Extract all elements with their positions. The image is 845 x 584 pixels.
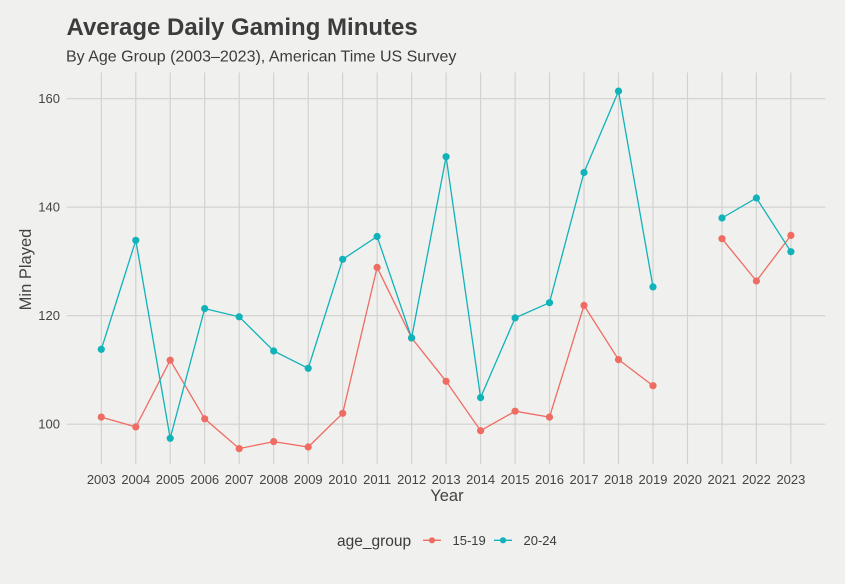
svg-text:100: 100 xyxy=(38,417,60,432)
svg-text:15-19: 15-19 xyxy=(453,533,486,548)
svg-text:2005: 2005 xyxy=(156,472,185,487)
svg-text:2017: 2017 xyxy=(570,472,599,487)
svg-text:2014: 2014 xyxy=(466,472,495,487)
svg-text:2004: 2004 xyxy=(121,472,150,487)
svg-text:2021: 2021 xyxy=(708,472,737,487)
svg-text:age_group: age_group xyxy=(337,533,411,550)
svg-text:2018: 2018 xyxy=(604,472,633,487)
svg-text:2007: 2007 xyxy=(225,472,254,487)
svg-text:20-24: 20-24 xyxy=(524,533,557,548)
svg-text:2023: 2023 xyxy=(776,472,805,487)
svg-text:2022: 2022 xyxy=(742,472,771,487)
svg-text:2010: 2010 xyxy=(328,472,357,487)
svg-text:By Age Group (2003–2023), Amer: By Age Group (2003–2023), American Time … xyxy=(66,48,456,65)
svg-text:160: 160 xyxy=(38,91,60,106)
svg-text:2011: 2011 xyxy=(363,472,391,487)
svg-text:2009: 2009 xyxy=(294,472,323,487)
svg-text:2006: 2006 xyxy=(190,472,219,487)
svg-text:2019: 2019 xyxy=(639,472,668,487)
svg-text:2008: 2008 xyxy=(259,472,288,487)
svg-text:120: 120 xyxy=(38,308,60,323)
svg-text:Year: Year xyxy=(430,487,464,505)
svg-text:140: 140 xyxy=(38,200,60,215)
svg-text:2003: 2003 xyxy=(87,472,116,487)
svg-text:2013: 2013 xyxy=(432,472,461,487)
svg-text:2015: 2015 xyxy=(501,472,530,487)
svg-text:2020: 2020 xyxy=(673,472,702,487)
svg-text:2016: 2016 xyxy=(535,472,564,487)
svg-text:Average Daily Gaming Minutes: Average Daily Gaming Minutes xyxy=(67,14,418,41)
svg-text:2012: 2012 xyxy=(397,472,426,487)
svg-text:Min Played: Min Played xyxy=(17,229,35,311)
